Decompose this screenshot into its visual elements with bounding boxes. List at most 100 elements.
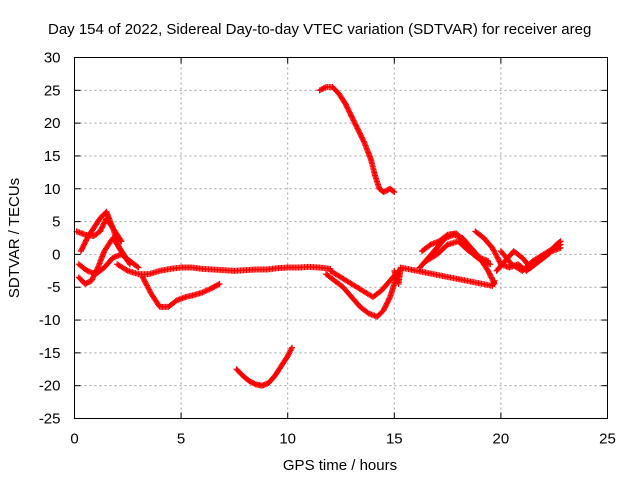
data-point — [100, 221, 107, 228]
data-point — [355, 128, 362, 135]
data-point — [215, 281, 222, 288]
x-tick-label: 5 — [177, 431, 185, 448]
data-point — [385, 298, 392, 305]
data-point — [351, 120, 358, 127]
data-point — [443, 232, 450, 239]
data-points — [73, 84, 564, 389]
data-point — [384, 299, 391, 306]
x-axis-ticks: 0 5 10 15 20 25 — [70, 57, 616, 448]
data-point — [321, 84, 328, 91]
series-track-early-cross — [75, 251, 142, 278]
data-point — [135, 264, 142, 271]
series-track-late-6 — [497, 241, 564, 274]
y-tick-label: -10 — [39, 312, 61, 329]
chart-title: Day 154 of 2022, Sidereal Day-to-day VTE… — [48, 21, 591, 38]
data-point — [354, 125, 361, 132]
data-point — [88, 277, 95, 284]
data-point — [360, 137, 367, 144]
data-point — [81, 240, 88, 247]
data-point — [134, 263, 141, 270]
data-point — [118, 238, 125, 245]
data-point — [487, 261, 494, 268]
series-track-negative-u — [233, 344, 295, 389]
data-point — [216, 280, 223, 287]
data-point — [487, 273, 494, 280]
data-point — [117, 236, 124, 243]
data-point — [358, 133, 365, 140]
data-point — [353, 124, 360, 131]
data-point — [288, 344, 295, 351]
x-tick-label: 0 — [70, 431, 78, 448]
data-point — [380, 307, 387, 314]
data-point — [348, 112, 355, 119]
data-point — [356, 130, 363, 137]
y-tick-label: 0 — [52, 246, 60, 263]
y-tick-label: -5 — [47, 279, 60, 296]
plot-border — [74, 57, 608, 419]
series-track-lower-arc-1 — [323, 271, 402, 320]
data-point — [345, 107, 352, 114]
data-point — [352, 121, 359, 128]
data-point — [80, 242, 87, 249]
data-point — [346, 109, 353, 116]
data-point — [381, 305, 388, 312]
data-point — [382, 303, 389, 310]
data-point — [347, 110, 354, 117]
data-point — [386, 295, 393, 302]
x-axis-label: GPS time / hours — [283, 457, 397, 474]
y-tick-label: 10 — [44, 181, 61, 198]
data-point — [383, 301, 390, 308]
data-point — [344, 105, 351, 112]
data-point — [485, 269, 492, 276]
data-point — [556, 242, 563, 249]
y-tick-label: -25 — [39, 411, 61, 428]
data-point — [383, 300, 390, 307]
data-point — [89, 276, 96, 283]
series-track-scattered — [391, 264, 498, 289]
data-point — [475, 253, 482, 260]
y-tick-label: -20 — [39, 378, 61, 395]
data-point — [99, 223, 106, 230]
data-point — [100, 220, 107, 227]
data-point — [485, 257, 492, 264]
data-point — [357, 131, 364, 138]
y-tick-label: 30 — [44, 50, 61, 67]
data-point — [488, 274, 495, 281]
x-tick-label: 20 — [493, 431, 510, 448]
data-point — [557, 241, 564, 248]
data-point — [79, 245, 86, 252]
data-point — [356, 129, 363, 136]
data-point — [99, 224, 106, 231]
data-point — [79, 244, 86, 251]
data-point — [82, 238, 89, 245]
data-point — [491, 277, 498, 284]
y-tick-label: 20 — [44, 115, 61, 132]
data-point — [485, 267, 492, 274]
data-point — [486, 270, 493, 277]
data-point — [355, 126, 362, 133]
series-track-early-upper — [73, 215, 125, 245]
y-tick-label: 5 — [52, 214, 60, 231]
data-point — [123, 266, 130, 273]
y-tick-label: -15 — [39, 345, 61, 362]
data-point — [349, 116, 356, 123]
data-point — [342, 100, 349, 107]
x-tick-label: 10 — [279, 431, 296, 448]
x-tick-label: 15 — [386, 431, 403, 448]
series-track-high — [316, 84, 398, 196]
data-point — [342, 101, 349, 108]
data-point — [78, 246, 85, 253]
data-point — [351, 118, 358, 125]
data-point — [343, 103, 350, 110]
data-point — [97, 227, 104, 234]
series-track-main-band — [114, 261, 334, 278]
y-axis-label: SDTVAR / TECUs — [6, 178, 23, 298]
data-point — [83, 237, 90, 244]
data-point — [348, 113, 355, 120]
series-track-dip-recovery — [139, 274, 223, 310]
data-point — [350, 117, 357, 124]
data-point — [391, 189, 398, 196]
data-point — [358, 134, 365, 141]
